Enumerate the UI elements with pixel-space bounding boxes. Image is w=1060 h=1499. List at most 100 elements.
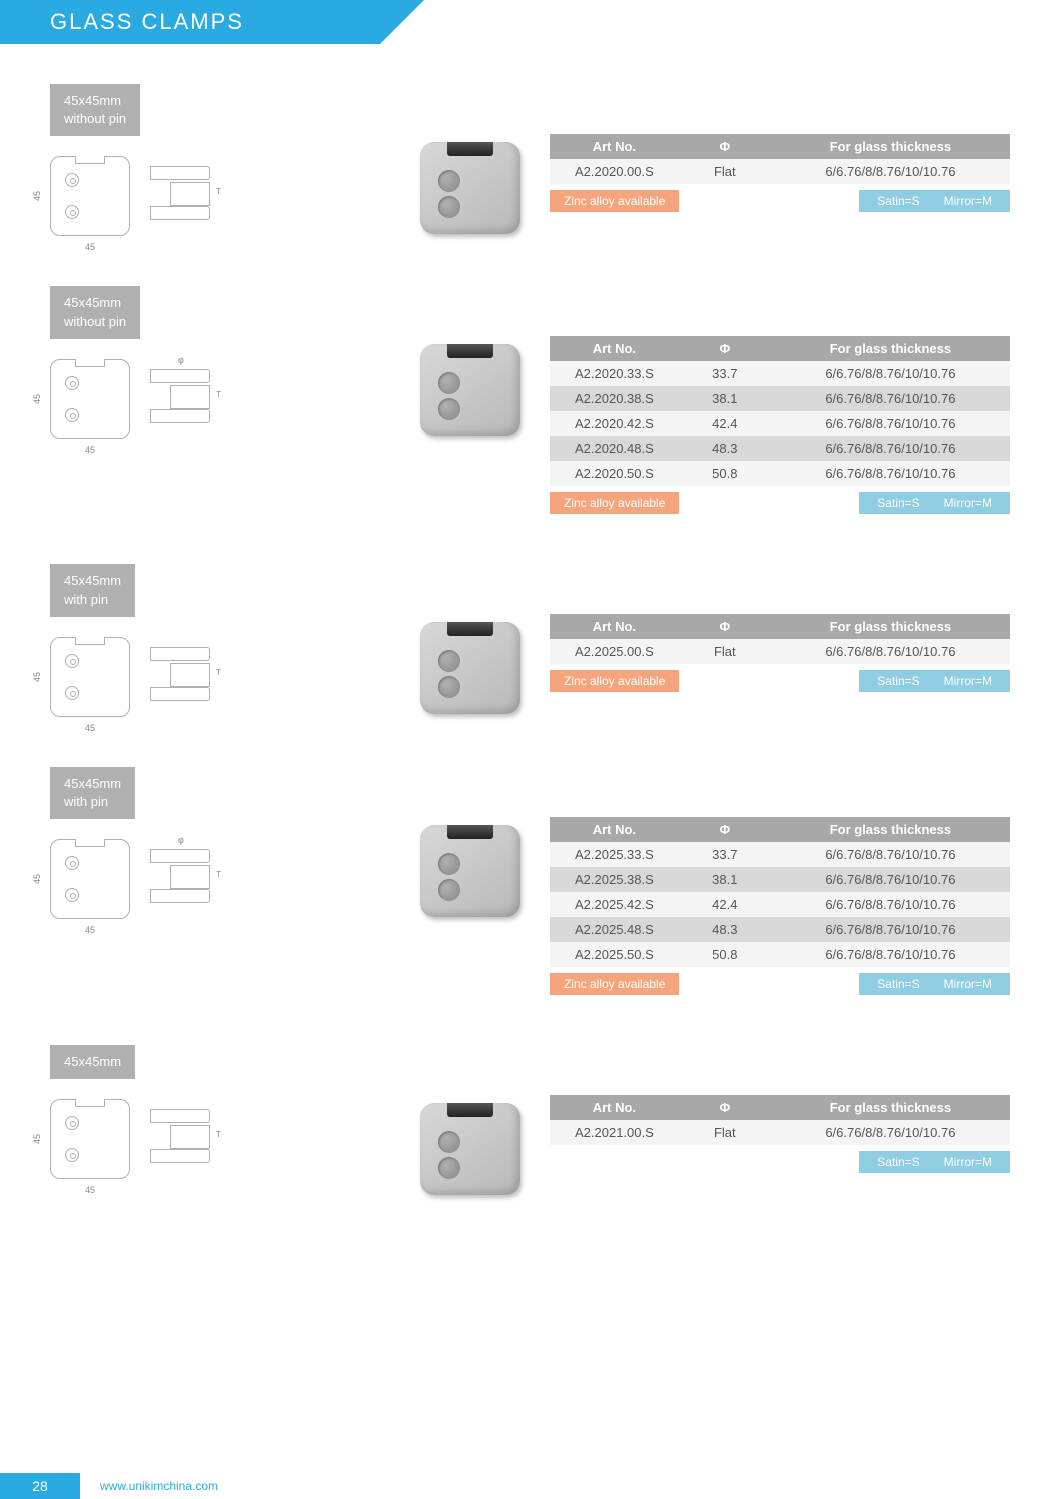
finish-badge: Satin=S Mirror=M bbox=[859, 1151, 1010, 1173]
size-tag: 45x45mm without pin bbox=[50, 286, 140, 338]
dimension-width: 45 bbox=[85, 925, 95, 935]
size-tag: 45x45mm with pin bbox=[50, 767, 135, 819]
dimension-width: 45 bbox=[85, 242, 95, 252]
cell-thickness: 6/6.76/8/8.76/10/10.76 bbox=[771, 917, 1010, 942]
col-phi: Φ bbox=[679, 336, 771, 361]
product-section: 45x45mmwith pin 45 45 φ T bbox=[50, 767, 1010, 995]
cell-thickness: 6/6.76/8/8.76/10/10.76 bbox=[771, 842, 1010, 867]
product-section: 45x45mm without pin 45 45 φ T bbox=[50, 286, 1010, 514]
cell-phi: 42.4 bbox=[679, 892, 771, 917]
col-art-no: Art No. bbox=[550, 1095, 679, 1120]
spec-row: A2.2025.33.S 33.7 6/6.76/8/8.76/10/10.76 bbox=[550, 842, 1010, 867]
finish-mirror: Mirror=M bbox=[944, 496, 992, 510]
col-thickness: For glass thickness bbox=[771, 336, 1010, 361]
cell-art-no: A2.2025.33.S bbox=[550, 842, 679, 867]
finish-badge: Satin=S Mirror=M bbox=[859, 492, 1010, 514]
spec-table: Art No. Φ For glass thickness A2.2025.00… bbox=[550, 614, 1010, 664]
badge-row: Zinc alloy available Satin=S Mirror=M bbox=[550, 973, 1010, 995]
dimension-width: 45 bbox=[85, 723, 95, 733]
product-section: 45x45mmwithout pin 45 45 T bbox=[50, 84, 1010, 236]
finish-satin: Satin=S bbox=[877, 674, 919, 688]
cell-thickness: 6/6.76/8/8.76/10/10.76 bbox=[771, 436, 1010, 461]
cell-art-no: A2.2020.50.S bbox=[550, 461, 679, 486]
finish-badge: Satin=S Mirror=M bbox=[859, 190, 1010, 212]
badge-row: Zinc alloy available Satin=S Mirror=M bbox=[550, 492, 1010, 514]
cell-phi: 50.8 bbox=[679, 461, 771, 486]
cell-thickness: 6/6.76/8/8.76/10/10.76 bbox=[771, 386, 1010, 411]
drawing-front-view: 45 45 bbox=[50, 156, 130, 236]
zinc-badge: Zinc alloy available bbox=[550, 670, 679, 692]
cell-art-no: A2.2020.42.S bbox=[550, 411, 679, 436]
spec-table: Art No. Φ For glass thickness A2.2021.00… bbox=[550, 1095, 1010, 1145]
product-photo bbox=[420, 817, 520, 917]
spec-row: A2.2020.00.S Flat 6/6.76/8/8.76/10/10.76 bbox=[550, 159, 1010, 184]
cell-thickness: 6/6.76/8/8.76/10/10.76 bbox=[771, 1120, 1010, 1145]
spec-row: A2.2020.50.S 50.8 6/6.76/8/8.76/10/10.76 bbox=[550, 461, 1010, 486]
spec-row: A2.2021.00.S Flat 6/6.76/8/8.76/10/10.76 bbox=[550, 1120, 1010, 1145]
size-tag-line1: 45x45mm bbox=[64, 1054, 121, 1069]
spec-table: Art No. Φ For glass thickness A2.2020.00… bbox=[550, 134, 1010, 184]
page-header: GLASS CLAMPS bbox=[0, 0, 380, 44]
size-tag-line1: 45x45mm bbox=[64, 776, 121, 791]
zinc-badge: Zinc alloy available bbox=[550, 492, 679, 514]
spec-row: A2.2025.42.S 42.4 6/6.76/8/8.76/10/10.76 bbox=[550, 892, 1010, 917]
badge-row: Zinc alloy available Satin=S Mirror=M bbox=[550, 670, 1010, 692]
size-tag: 45x45mmwithout pin bbox=[50, 84, 140, 136]
finish-satin: Satin=S bbox=[877, 977, 919, 991]
page-number: 28 bbox=[0, 1473, 80, 1499]
cell-thickness: 6/6.76/8/8.76/10/10.76 bbox=[771, 892, 1010, 917]
spec-table: Art No. Φ For glass thickness A2.2020.33… bbox=[550, 336, 1010, 486]
col-art-no: Art No. bbox=[550, 614, 679, 639]
cell-art-no: A2.2025.00.S bbox=[550, 639, 679, 664]
zinc-badge: Zinc alloy available bbox=[550, 973, 679, 995]
spec-row: A2.2025.50.S 50.8 6/6.76/8/8.76/10/10.76 bbox=[550, 942, 1010, 967]
cell-phi: 33.7 bbox=[679, 361, 771, 386]
finish-mirror: Mirror=M bbox=[944, 194, 992, 208]
dimension-height: 45 bbox=[32, 1134, 42, 1144]
col-thickness: For glass thickness bbox=[771, 1095, 1010, 1120]
product-photo bbox=[420, 336, 520, 436]
size-tag: 45x45mmwith pin bbox=[50, 564, 135, 616]
size-tag-line2: with pin bbox=[64, 592, 108, 607]
col-phi: Φ bbox=[679, 134, 771, 159]
cell-phi: 38.1 bbox=[679, 386, 771, 411]
cell-art-no: A2.2020.33.S bbox=[550, 361, 679, 386]
cell-phi: 38.1 bbox=[679, 867, 771, 892]
col-art-no: Art No. bbox=[550, 134, 679, 159]
spec-row: A2.2025.38.S 38.1 6/6.76/8/8.76/10/10.76 bbox=[550, 867, 1010, 892]
footer-url: www.unikimchina.com bbox=[100, 1479, 218, 1493]
page-title: GLASS CLAMPS bbox=[50, 9, 244, 35]
finish-badge: Satin=S Mirror=M bbox=[859, 973, 1010, 995]
cell-phi: 48.3 bbox=[679, 436, 771, 461]
spec-row: A2.2020.48.S 48.3 6/6.76/8/8.76/10/10.76 bbox=[550, 436, 1010, 461]
drawing-side-view: T bbox=[140, 1109, 210, 1169]
spec-row: A2.2025.00.S Flat 6/6.76/8/8.76/10/10.76 bbox=[550, 639, 1010, 664]
size-tag-line2: with pin bbox=[64, 794, 108, 809]
finish-satin: Satin=S bbox=[877, 1155, 919, 1169]
size-tag-line1: 45x45mm bbox=[64, 295, 121, 310]
technical-drawing: 45 45 φ T bbox=[50, 359, 420, 439]
size-tag-line2: without pin bbox=[64, 314, 126, 329]
cell-thickness: 6/6.76/8/8.76/10/10.76 bbox=[771, 361, 1010, 386]
col-thickness: For glass thickness bbox=[771, 817, 1010, 842]
finish-satin: Satin=S bbox=[877, 194, 919, 208]
dimension-height: 45 bbox=[32, 672, 42, 682]
cell-art-no: A2.2025.38.S bbox=[550, 867, 679, 892]
technical-drawing: 45 45 T bbox=[50, 637, 420, 717]
dimension-height: 45 bbox=[32, 394, 42, 404]
col-art-no: Art No. bbox=[550, 336, 679, 361]
drawing-front-view: 45 45 bbox=[50, 359, 130, 439]
product-section: 45x45mm 45 45 T bbox=[50, 1045, 1010, 1195]
drawing-side-view: T bbox=[140, 647, 210, 707]
drawing-front-view: 45 45 bbox=[50, 1099, 130, 1179]
cell-art-no: A2.2021.00.S bbox=[550, 1120, 679, 1145]
badge-row: Satin=S Mirror=M bbox=[550, 1151, 1010, 1173]
cell-thickness: 6/6.76/8/8.76/10/10.76 bbox=[771, 159, 1010, 184]
finish-badge: Satin=S Mirror=M bbox=[859, 670, 1010, 692]
cell-thickness: 6/6.76/8/8.76/10/10.76 bbox=[771, 867, 1010, 892]
cell-art-no: A2.2020.00.S bbox=[550, 159, 679, 184]
cell-art-no: A2.2025.42.S bbox=[550, 892, 679, 917]
col-art-no: Art No. bbox=[550, 817, 679, 842]
finish-mirror: Mirror=M bbox=[944, 1155, 992, 1169]
spec-row: A2.2020.33.S 33.7 6/6.76/8/8.76/10/10.76 bbox=[550, 361, 1010, 386]
